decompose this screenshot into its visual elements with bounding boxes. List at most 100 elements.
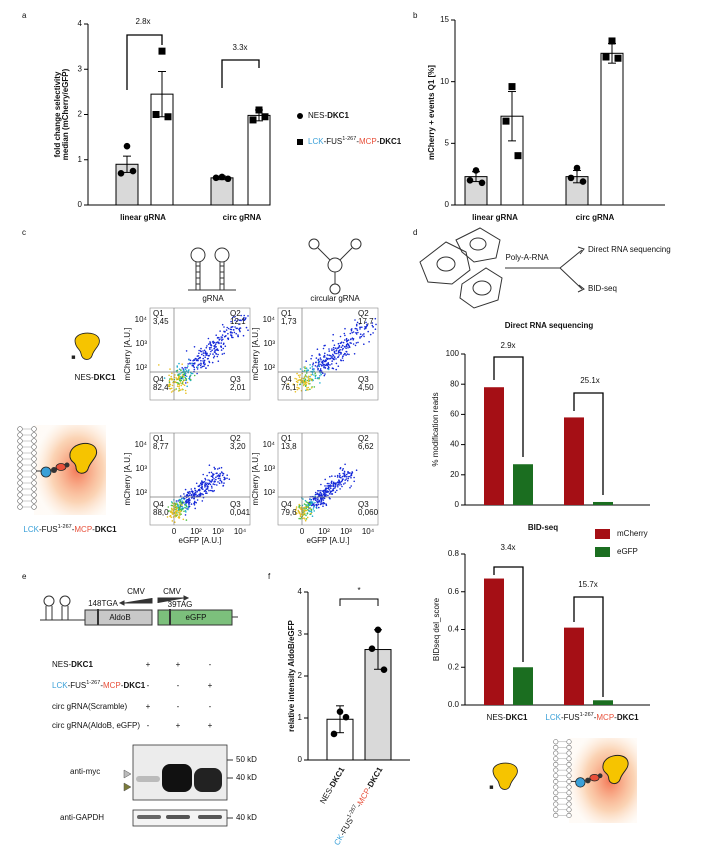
- quadrant-name: Q1: [281, 309, 292, 318]
- event-dot: [337, 342, 340, 345]
- event-dot: [320, 494, 323, 497]
- label: LCK-FUS1-267-MCP-DKC1: [545, 712, 639, 722]
- event-dot: [337, 486, 339, 488]
- label-part: -: [92, 525, 95, 534]
- event-dot: [345, 351, 348, 353]
- event-dot: [171, 372, 173, 375]
- event-dot: [304, 518, 306, 520]
- event-dot: [310, 378, 312, 380]
- event-dot: [321, 362, 324, 365]
- y-axis-label: BIDseq del_score: [432, 597, 441, 661]
- event-dot: [168, 384, 170, 386]
- event-dot: [185, 511, 187, 513]
- event-dot: [201, 485, 203, 488]
- event-dot: [337, 483, 340, 485]
- event-dot: [303, 507, 305, 509]
- event-dot: [329, 491, 332, 494]
- event-dot: [176, 512, 178, 514]
- event-dot: [213, 489, 215, 492]
- label-part: LCK: [308, 137, 324, 146]
- event-dot: [350, 472, 353, 475]
- event-dot: [213, 345, 215, 347]
- event-dot: [175, 513, 177, 515]
- event-dot: [182, 497, 185, 499]
- event-dot: [231, 332, 233, 334]
- event-dot: [331, 348, 333, 350]
- label-part: -FUS: [68, 681, 87, 690]
- event-dot: [169, 378, 171, 380]
- blot-label: anti-GAPDH: [60, 813, 104, 822]
- event-dot: [192, 493, 194, 495]
- event-dot: [196, 368, 199, 370]
- event-dot: [185, 375, 188, 378]
- event-dot: [347, 347, 349, 349]
- quadrant-value: 12,1: [230, 317, 246, 326]
- event-dot: [333, 487, 335, 490]
- event-dot: [324, 373, 326, 375]
- event-dot: [223, 478, 225, 481]
- event-dot: [329, 355, 332, 357]
- event-dot: [239, 330, 241, 333]
- size-marker: 40 kD: [236, 773, 257, 782]
- event-dot: [328, 489, 331, 491]
- event-dot: [199, 364, 202, 367]
- event-dot: [323, 363, 326, 366]
- event-dot: [363, 328, 366, 330]
- event-dot: [311, 372, 314, 374]
- event-dot: [305, 501, 308, 503]
- data-point: [336, 708, 344, 715]
- legend-label: eGFP: [617, 547, 638, 556]
- label-part: MCP: [596, 713, 614, 722]
- event-dot: [194, 489, 197, 492]
- event-dot: [221, 323, 224, 326]
- event-dot: [212, 356, 215, 359]
- event-dot: [340, 477, 342, 479]
- legend-marker: [297, 113, 303, 119]
- event-dot: [353, 353, 356, 355]
- y-tick-label: 100: [446, 349, 460, 358]
- label-part: DKC1: [506, 713, 528, 722]
- annotation: 15.7x: [578, 580, 598, 589]
- y-tick-label: 4: [78, 19, 83, 28]
- event-dot: [186, 381, 189, 384]
- event-dot: [341, 485, 343, 488]
- event-dot: [213, 466, 215, 469]
- size-marker: 40 kD: [236, 813, 257, 822]
- data-point: [129, 167, 137, 175]
- event-dot: [318, 506, 320, 509]
- event-dot: [317, 359, 320, 361]
- event-dot: [185, 382, 187, 384]
- event-dot: [320, 489, 322, 492]
- label-part: MCP: [359, 137, 377, 146]
- event-dot: [230, 320, 232, 323]
- data-point: [368, 645, 376, 652]
- event-dot: [205, 483, 208, 486]
- event-dot: [337, 347, 340, 349]
- event-dot: [332, 481, 335, 484]
- event-dot: [332, 353, 334, 356]
- event-dot: [194, 357, 197, 360]
- event-dot: [184, 389, 187, 392]
- event-dot: [205, 367, 207, 369]
- label-part: -: [356, 137, 359, 146]
- event-dot: [315, 374, 317, 377]
- event-dot: [329, 497, 331, 500]
- event-dot: [314, 365, 317, 367]
- quadrant-value: 6,62: [358, 442, 374, 451]
- construct-label: 39TAG: [168, 600, 193, 609]
- event-dot: [328, 358, 331, 360]
- bar: [513, 464, 533, 505]
- quadrant-name: Q4: [281, 375, 292, 384]
- event-dot: [204, 486, 206, 488]
- event-dot: [221, 334, 224, 336]
- event-dot: [323, 490, 325, 492]
- data-point: [158, 47, 166, 55]
- event-dot: [180, 498, 182, 501]
- event-dot: [309, 383, 311, 385]
- event-dot: [212, 476, 214, 479]
- event-dot: [190, 488, 193, 490]
- event-dot: [304, 369, 306, 372]
- event-dot: [209, 353, 212, 355]
- label-part: NES-: [75, 373, 94, 382]
- event-dot: [309, 513, 311, 516]
